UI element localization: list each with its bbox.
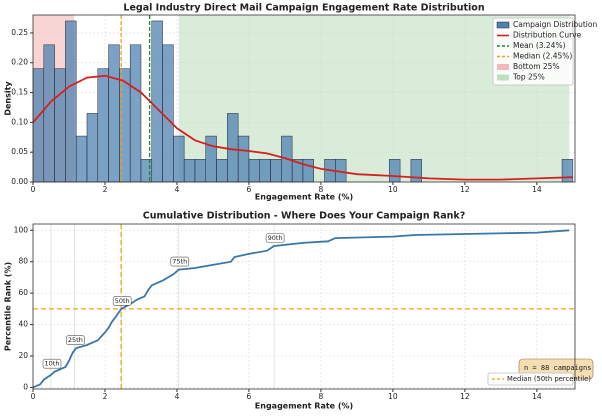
chart-title: Cumulative Distribution - Where Does You…	[143, 211, 465, 222]
histogram-bar	[259, 159, 271, 183]
x-axis-label: Engagement Rate (%)	[255, 402, 353, 411]
histogram-bar	[216, 159, 228, 183]
y-tick-label: 80	[18, 257, 28, 266]
legend-swatch	[496, 21, 510, 29]
y-tick-label: 0	[23, 382, 28, 391]
note-text: n = 88 campaigns	[524, 364, 591, 372]
legend-label: Distribution Curve	[513, 31, 582, 40]
histogram-bar	[561, 159, 574, 183]
legend-box	[492, 17, 574, 86]
x-tick-label: 0	[31, 185, 36, 194]
legend-label: Bottom 25%	[513, 62, 560, 71]
histogram-bar	[75, 135, 88, 183]
x-tick-label: 14	[532, 185, 542, 194]
x-tick-label: 14	[532, 392, 542, 401]
histogram-bar	[65, 20, 77, 183]
legend-label: Campaign Distribution	[513, 20, 597, 29]
cumulative-line	[32, 229, 570, 389]
annotation-box	[265, 233, 285, 243]
histogram-bar	[108, 44, 120, 183]
plot-frame	[32, 223, 576, 390]
histogram-bar	[43, 44, 55, 183]
histogram-bar	[237, 135, 250, 183]
x-tick-label: 8	[319, 392, 324, 401]
legend-label: Median (2.45%)	[513, 52, 572, 61]
y-tick-label: 100	[14, 225, 29, 234]
x-tick-label: 12	[460, 392, 470, 401]
x-tick-label: 6	[247, 185, 252, 194]
y-tick-label: 0.15	[11, 88, 28, 97]
x-tick-label: 8	[319, 185, 324, 194]
y-axis-label: Density	[4, 81, 13, 116]
histogram-bar	[129, 44, 142, 183]
y-tick-label: 20	[18, 351, 28, 360]
y-tick-label: 0.00	[11, 177, 28, 186]
histogram-bar	[86, 113, 99, 183]
histogram-bar	[151, 20, 163, 183]
x-tick-label: 12	[460, 185, 470, 194]
annotation-box	[42, 358, 62, 369]
x-tick-label: 2	[103, 185, 108, 194]
histogram-bar	[227, 113, 239, 183]
histogram-bar	[205, 135, 217, 183]
histogram-bar	[97, 68, 109, 183]
y-tick-label: 60	[18, 288, 28, 297]
histogram-bar	[389, 159, 401, 183]
annotation-box	[66, 335, 85, 345]
annotation-box	[170, 256, 190, 267]
x-tick-label: 4	[175, 185, 180, 194]
annotation-box	[112, 296, 132, 306]
chart-title: Legal Industry Direct Mail Campaign Enga…	[123, 3, 484, 14]
percentile-label: 50th	[115, 297, 130, 305]
legend-label: Mean (3.24%)	[513, 41, 566, 50]
y-tick-label: 40	[18, 320, 28, 329]
x-tick-label: 4	[175, 392, 180, 401]
density-curve	[32, 74, 573, 181]
legend-box	[487, 372, 574, 386]
histogram-bar	[162, 44, 174, 183]
y-axis-label: Percentile Rank (%)	[4, 262, 13, 351]
y-tick-label: 0.20	[11, 58, 28, 67]
plot-frame	[32, 14, 576, 183]
histogram-bar	[302, 159, 314, 183]
legend-swatch	[497, 74, 509, 81]
y-tick-label: 0.25	[11, 28, 28, 37]
percentile-label: 25th	[68, 336, 83, 344]
x-tick-label: 10	[388, 185, 398, 194]
legend-label: Median (50th percentile)	[507, 375, 591, 383]
legend-swatch	[497, 64, 509, 70]
histogram-bar	[183, 159, 196, 183]
y-tick-label: 0.10	[11, 117, 28, 126]
histogram-bar	[54, 68, 66, 183]
percentile-label: 10th	[45, 360, 60, 368]
y-tick-label: 0.05	[11, 147, 28, 156]
histogram-bar	[248, 159, 260, 183]
histogram-bar	[32, 68, 45, 183]
histogram-bar	[194, 159, 206, 183]
x-tick-label: 10	[388, 392, 398, 401]
percentile-label: 75th	[172, 258, 187, 266]
x-tick-label: 2	[103, 392, 108, 401]
x-tick-label: 6	[247, 392, 252, 401]
x-axis-label: Engagement Rate (%)	[255, 193, 353, 202]
histogram-bar	[270, 159, 282, 183]
x-tick-label: 0	[31, 392, 36, 401]
legend-label: Top 25%	[512, 73, 545, 82]
histogram-bar	[173, 135, 185, 183]
percentile-label: 90th	[268, 234, 283, 242]
